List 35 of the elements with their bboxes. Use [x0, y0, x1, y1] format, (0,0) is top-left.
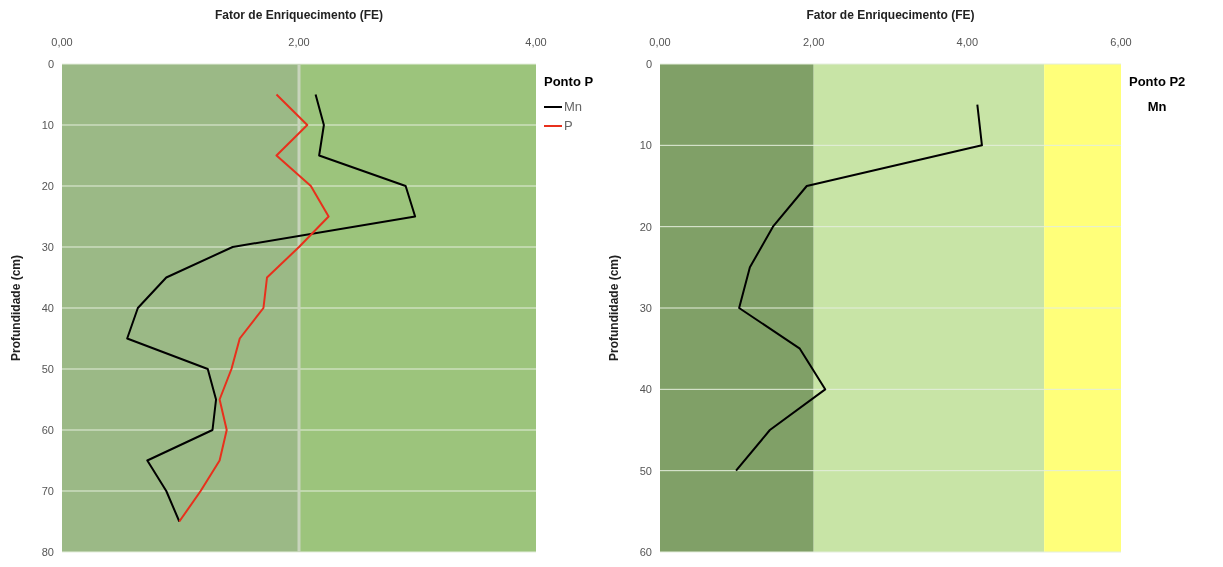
- y-tick-label: 0: [645, 57, 652, 70]
- legend-title: Ponto P2: [1129, 74, 1186, 89]
- y-tick-label: 40: [639, 383, 652, 396]
- y-tick-label: 0: [47, 57, 54, 70]
- y-tick-label: 10: [639, 139, 652, 152]
- legend-label: P: [563, 118, 574, 133]
- y-tick-label: 30: [639, 301, 652, 314]
- text: Mn: [1146, 99, 1168, 114]
- y-axis-title: Profundidade (cm): [607, 254, 622, 362]
- legend-label: Mn: [563, 99, 584, 114]
- x-tick-label: 4,00: [525, 36, 547, 48]
- y-tick-label: 70: [41, 484, 54, 497]
- x-tick-label: 6,00: [1110, 36, 1132, 48]
- line-series: [178, 93, 330, 523]
- y-tick-label: 30: [41, 240, 54, 253]
- line-series: [126, 93, 417, 523]
- x-tick-label: 2,00: [288, 36, 310, 48]
- x-tick-label: 0,00: [51, 36, 73, 48]
- y-tick-label: 20: [41, 179, 54, 192]
- x-tick-label: 2,00: [802, 36, 825, 48]
- y-tick-label: 50: [639, 464, 652, 477]
- x-tick-label: 0,00: [649, 36, 671, 48]
- x-tick-label: 4,00: [956, 36, 979, 48]
- x-axis-title: Fator de Enriquecimento (FE): [806, 7, 975, 22]
- y-tick-label: 20: [639, 220, 652, 233]
- y-tick-label: 60: [639, 545, 652, 558]
- y-tick-label: 60: [41, 423, 54, 436]
- legend-title: Ponto P: [544, 74, 594, 89]
- y-axis-title: Profundidade (cm): [9, 254, 24, 362]
- y-tick-label: 50: [41, 362, 54, 375]
- y-tick-label: 10: [41, 118, 54, 131]
- line-series: [735, 103, 983, 472]
- y-tick-label: 40: [41, 301, 54, 314]
- y-tick-label: 80: [41, 545, 54, 558]
- x-axis-title: Fator de Enriquecimento (FE): [214, 7, 384, 22]
